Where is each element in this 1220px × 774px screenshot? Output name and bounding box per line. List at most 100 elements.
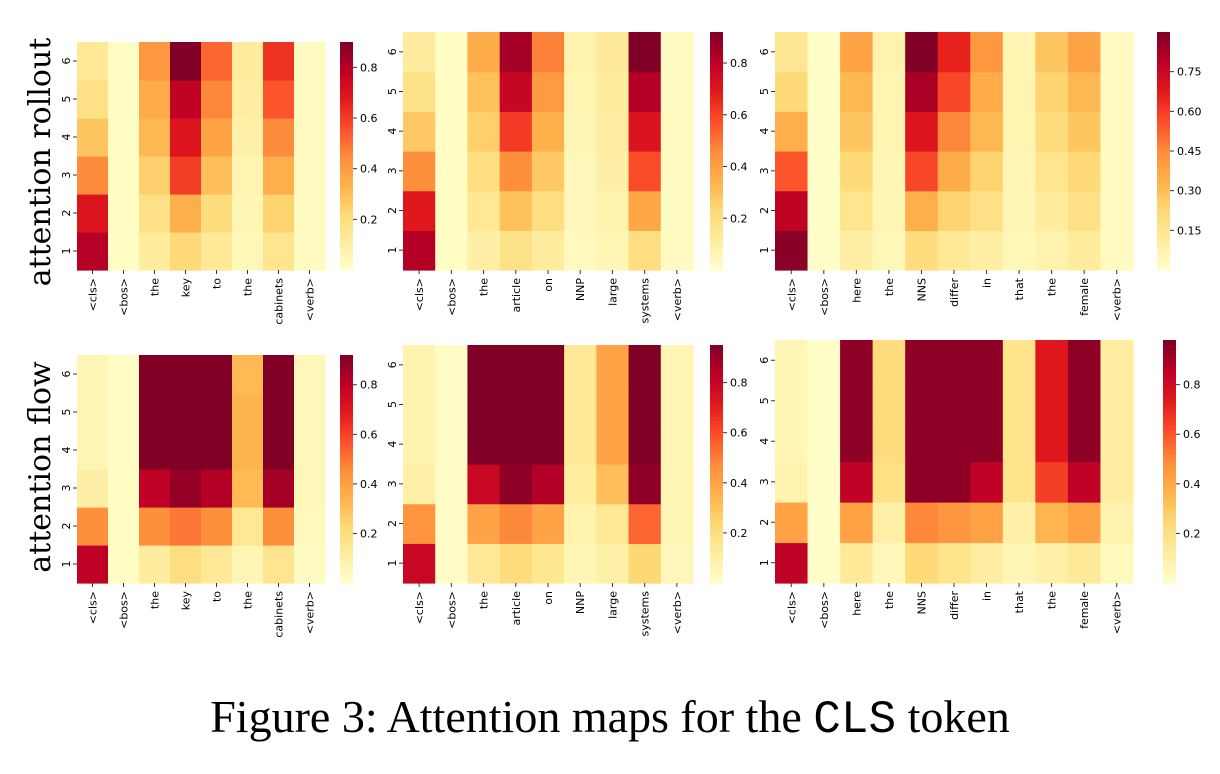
- colorbar-segment: [710, 408, 723, 414]
- heatmap-cell: [467, 151, 501, 192]
- x-tick-label: <cls>: [87, 278, 100, 311]
- heatmap-cell: [1100, 32, 1134, 73]
- heatmap-cell: [403, 111, 436, 152]
- heatmap-cell: [872, 380, 906, 422]
- colorbar-segment: [710, 202, 723, 208]
- caption-prefix: Figure 3: Attention maps for the: [210, 691, 814, 742]
- heatmap-cell: [467, 543, 501, 584]
- colorbar-segment: [340, 201, 353, 206]
- heatmap-cell: [775, 461, 809, 503]
- colorbar-segment: [340, 140, 353, 146]
- heatmap-cell: [108, 355, 140, 394]
- colorbar-segment: [340, 49, 353, 54]
- heatmap-cell: [775, 542, 809, 584]
- colorbar-segment: [1163, 578, 1176, 584]
- x-tick-label: here: [850, 591, 863, 616]
- heatmap-cell: [77, 156, 109, 195]
- colorbar-segment: [710, 452, 723, 457]
- colorbar-segment: [710, 238, 723, 243]
- colorbar-segment: [340, 560, 353, 565]
- heatmap-cell: [201, 118, 233, 157]
- heatmap-cell: [564, 151, 597, 192]
- colorbar-segment: [710, 47, 723, 53]
- heatmap-cell: [170, 355, 202, 394]
- row-label-flow: attention flow: [23, 361, 58, 573]
- colorbar-segment: [340, 258, 353, 263]
- colorbar-segment: [340, 129, 353, 134]
- y-tick-label: 6: [758, 48, 771, 55]
- colorbar-segment: [710, 380, 723, 386]
- heatmap-cell: [499, 384, 533, 425]
- colorbar-segment: [340, 251, 353, 256]
- x-tick-label: <bos>: [118, 591, 131, 629]
- colorbar-segment: [340, 450, 353, 455]
- heatmap-cell: [1100, 380, 1134, 422]
- heatmap-cell: [77, 355, 109, 394]
- x-tick-label: here: [850, 278, 863, 303]
- heatmap-cell: [108, 469, 140, 508]
- heatmap-cell: [564, 424, 597, 465]
- colorbar-segment: [710, 99, 723, 104]
- colorbar-segment: [1157, 71, 1170, 77]
- heatmap-cell: [467, 503, 501, 544]
- heatmap-cell: [872, 230, 906, 271]
- heatmap-cell: [435, 464, 469, 505]
- x-tick-label: article: [510, 591, 523, 626]
- colorbar-segment: [340, 76, 353, 81]
- heatmap-cell: [970, 71, 1004, 112]
- heatmap-cell: [1067, 230, 1102, 271]
- heatmap-cell: [807, 230, 841, 271]
- colorbar-segment: [1163, 522, 1176, 527]
- heatmap-cell: [499, 32, 533, 73]
- x-tick-label: article: [510, 278, 523, 313]
- y-tick-label: 6: [386, 48, 399, 55]
- y-tick-label: 5: [386, 401, 399, 408]
- heatmap-cell: [201, 393, 233, 432]
- colorbar-segment: [1163, 372, 1176, 378]
- heatmap-cell: [840, 461, 874, 503]
- heatmap-cell: [139, 469, 171, 508]
- colorbar-segment: [340, 186, 353, 191]
- colorbar-segment: [340, 190, 353, 195]
- heatmap-cell: [660, 464, 694, 505]
- x-tick-label: large: [606, 591, 619, 619]
- colorbar-tick-label: 0.6: [1183, 428, 1201, 441]
- heatmap-cell: [660, 111, 694, 152]
- heatmap-cell: [1067, 461, 1102, 503]
- heatmap-cell: [232, 232, 264, 271]
- heatmap-cell: [970, 230, 1004, 271]
- x-tick-label: to: [211, 278, 224, 289]
- colorbar-segment: [340, 556, 353, 561]
- colorbar-tick-label: 0.2: [1183, 527, 1201, 540]
- heatmap-cell: [435, 230, 469, 271]
- heatmap-cell: [807, 421, 841, 463]
- heatmap-cell: [139, 393, 171, 432]
- heatmap-cell: [139, 431, 171, 470]
- heatmap-cell: [564, 71, 597, 112]
- heatmap-cell: [403, 543, 436, 584]
- heatmap-cell: [628, 543, 662, 584]
- colorbar-segment: [1163, 550, 1176, 556]
- colorbar-segment: [710, 174, 723, 180]
- y-tick-label: 4: [758, 128, 771, 135]
- heatmap-cell: [1002, 151, 1036, 192]
- heatmap-cell: [263, 80, 295, 119]
- heatmap-cell: [660, 345, 694, 386]
- colorbar-segment: [1157, 250, 1170, 255]
- heatmap-cell: [1035, 380, 1069, 422]
- heatmap-cell: [232, 507, 264, 546]
- heatmap-cell: [467, 384, 501, 425]
- colorbar-segment: [1163, 477, 1176, 483]
- heatmap-cell: [564, 190, 597, 231]
- x-tick-label: the: [883, 591, 896, 609]
- heatmap-cell: [403, 151, 436, 192]
- heatmap-cell: [263, 431, 295, 470]
- colorbar-segment: [340, 57, 353, 62]
- heatmap-cell: [775, 230, 809, 271]
- heatmap-cell: [531, 384, 565, 425]
- colorbar-segment: [340, 476, 353, 481]
- heatmap-cell: [403, 503, 436, 544]
- colorbar-segment: [710, 162, 723, 168]
- colorbar-segment: [1163, 396, 1176, 402]
- colorbar-segment: [710, 575, 723, 580]
